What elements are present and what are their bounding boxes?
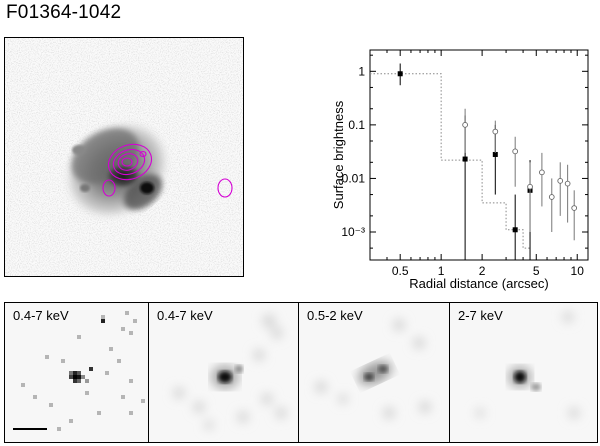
binned-source (69, 319, 105, 383)
object-name: F01364-1042 (6, 2, 122, 23)
binned-pixels (21, 311, 145, 431)
y-tick-label: 10⁻³ (341, 225, 365, 239)
data-point-open (564, 180, 571, 187)
data-point-open (462, 122, 468, 128)
soft-source (358, 361, 392, 385)
data-point-open (557, 178, 564, 184)
xray-panel-soft: 0.5-2 keV (298, 302, 450, 443)
xray-panel-smoothed-full: 0.4-7 keV (148, 302, 299, 443)
x-tick-label: 0.5 (392, 264, 409, 278)
data-point-filled (492, 151, 498, 157)
data-point-open (492, 128, 499, 135)
xray-panel-hard: 2-7 keV (449, 302, 598, 443)
data-point-open (548, 194, 555, 200)
data-point-filled (397, 71, 403, 77)
smoothed-source (211, 365, 243, 389)
smoothed-full-svg (149, 303, 298, 442)
model-step-line (370, 73, 532, 249)
data-point-open (539, 169, 545, 176)
hard-band-svg (450, 303, 597, 442)
data-point-filled (462, 156, 468, 162)
y-tick-label: 1 (358, 64, 365, 78)
soft-band-svg (299, 303, 449, 442)
binned-image-svg (5, 303, 148, 442)
optical-image (4, 37, 244, 277)
x-axis-label: Radial distance (arcsec) (409, 276, 548, 291)
x-tick-label: 10 (571, 264, 585, 278)
y-tick-label: 0.01 (342, 171, 366, 185)
galaxy-emission (62, 118, 172, 222)
data-point-open (512, 148, 519, 155)
data-point-filled (512, 227, 518, 233)
panel-label: 0.5-2 keV (307, 308, 363, 323)
y-tick-label: 0.1 (348, 118, 365, 132)
hard-source (508, 366, 541, 391)
panel-label: 2-7 keV (458, 308, 503, 323)
panel-label: 0.4-7 keV (157, 308, 213, 323)
x-tick-label: 1 (438, 264, 445, 278)
data-point-open (571, 205, 578, 211)
x-tick-label: 2 (479, 264, 486, 278)
panel-label: 0.4-7 keV (13, 308, 69, 323)
data-point-open (527, 183, 533, 190)
y-axis-label: Surface brightness (331, 100, 346, 209)
xray-contours (102, 143, 233, 198)
plot-frame (369, 49, 589, 261)
x-tick-label: 5 (533, 264, 540, 278)
surface-brightness-chart: 0.5 1 2 5 10 1 0.1 0.01 10⁻³ Radial distance (ar… (325, 40, 600, 292)
optical-image-svg (5, 38, 243, 276)
xray-panel-binned: 0.4-7 keV (4, 302, 149, 443)
surface-brightness-svg: 0.5 1 2 5 10 1 0.1 0.01 10⁻³ Radial distance (ar… (331, 49, 589, 291)
